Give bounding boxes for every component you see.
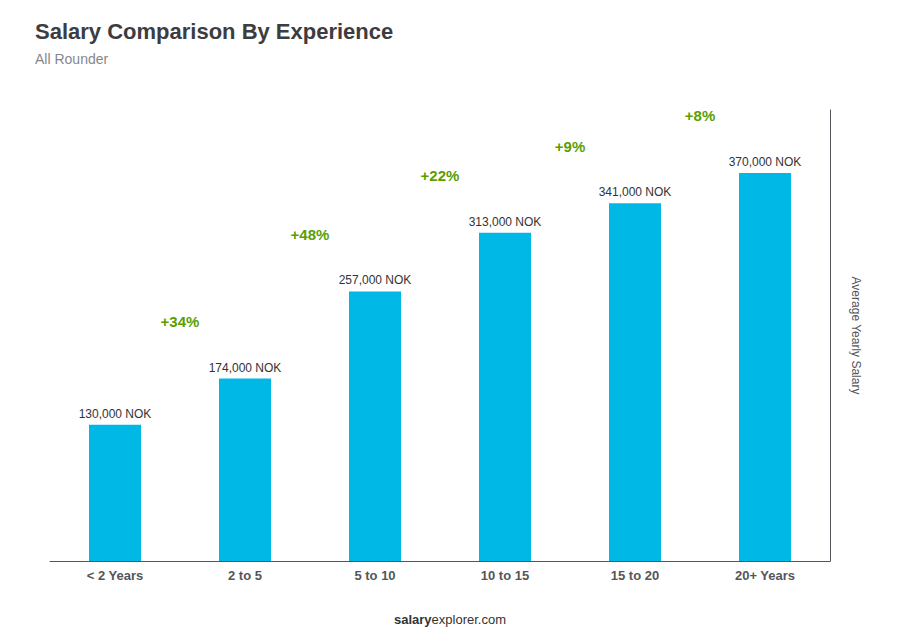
svg-text:+22%: +22% xyxy=(421,167,460,184)
svg-text:370,000 NOK: 370,000 NOK xyxy=(729,155,802,169)
svg-text:341,000 NOK: 341,000 NOK xyxy=(599,185,672,199)
svg-text:5 to 10: 5 to 10 xyxy=(354,568,395,583)
svg-text:explorer.com: explorer.com xyxy=(432,612,506,627)
svg-text:Average Yearly Salary: Average Yearly Salary xyxy=(849,277,863,395)
svg-text:Salary Comparison By Experienc: Salary Comparison By Experience xyxy=(35,19,393,44)
svg-text:All Rounder: All Rounder xyxy=(35,51,108,67)
svg-text:257,000 NOK: 257,000 NOK xyxy=(339,273,412,287)
svg-text:< 2 Years: < 2 Years xyxy=(87,568,144,583)
svg-text:174,000 NOK: 174,000 NOK xyxy=(209,361,282,375)
svg-text:313,000 NOK: 313,000 NOK xyxy=(469,215,542,229)
svg-text:+9%: +9% xyxy=(555,138,585,155)
svg-text:130,000 NOK: 130,000 NOK xyxy=(79,407,152,421)
svg-text:+34%: +34% xyxy=(161,313,200,330)
svg-text:10 to 15: 10 to 15 xyxy=(481,568,529,583)
svg-text:+48%: +48% xyxy=(291,226,330,243)
svg-text:+8%: +8% xyxy=(685,107,715,124)
svg-text:20+ Years: 20+ Years xyxy=(735,568,795,583)
svg-text:15 to 20: 15 to 20 xyxy=(611,568,659,583)
svg-text:2 to 5: 2 to 5 xyxy=(228,568,262,583)
svg-text:salary: salary xyxy=(394,612,432,627)
